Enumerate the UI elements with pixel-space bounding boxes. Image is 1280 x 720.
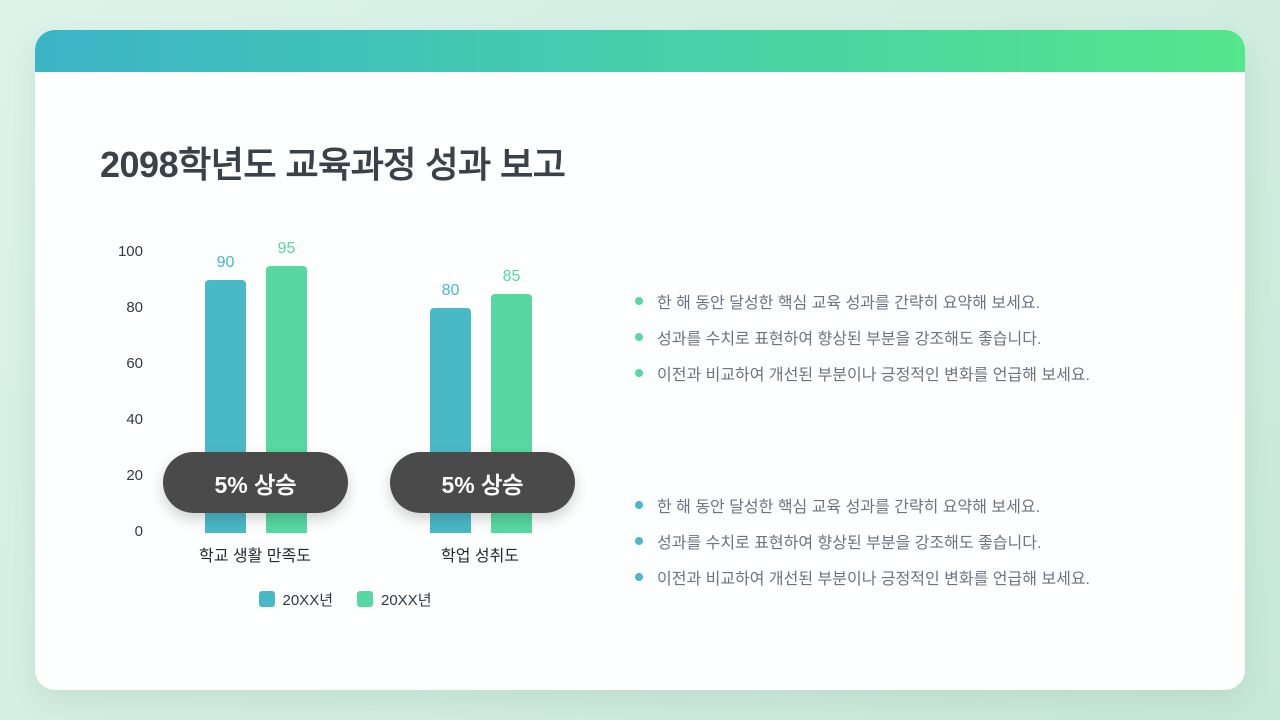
legend-swatch-series1 <box>258 591 275 607</box>
bullet-dot-icon <box>635 369 643 377</box>
bullet-dot-icon <box>635 537 643 545</box>
note-text: 이전과 비교하여 개선된 부분이나 긍정적인 변화를 언급해 보세요. <box>657 571 1091 588</box>
y-axis-tick-label: 20 <box>126 467 143 484</box>
increase-badge: 5% 상승 <box>390 452 575 513</box>
note-item: 성과를 수치로 표현하여 향상된 부분을 강조해도 좋습니다. <box>635 319 1215 355</box>
bar-value-label: 90 <box>216 254 235 271</box>
note-item: 한 해 동안 달성한 핵심 교육 성과를 간략히 요약해 보세요. <box>635 487 1215 523</box>
category-label: 학업 성취도 <box>440 548 520 565</box>
slide-title: 2098학년도 교육과정 성과 보고 <box>100 144 566 185</box>
bullet-dot-icon <box>635 501 643 509</box>
legend-label: 20XX년 <box>282 591 334 609</box>
bullet-dot-icon <box>635 573 643 581</box>
note-item: 한 해 동안 달성한 핵심 교육 성과를 간략히 요약해 보세요. <box>635 283 1215 319</box>
bullet-dot-icon <box>635 333 643 341</box>
bullet-dot-icon <box>635 297 643 305</box>
legend-item: 20XX년 <box>258 589 334 610</box>
note-text: 성과를 수치로 표현하여 향상된 부분을 강조해도 좋습니다. <box>657 331 1042 348</box>
bar-value-label: 85 <box>502 268 521 285</box>
note-text: 한 해 동안 달성한 핵심 교육 성과를 간략히 요약해 보세요. <box>657 499 1041 516</box>
note-item: 이전과 비교하여 개선된 부분이나 긍정적인 변화를 언급해 보세요. <box>635 559 1215 595</box>
bar-value-label: 80 <box>441 282 460 299</box>
y-axis-tick-label: 80 <box>126 299 143 316</box>
top-accent-bar <box>35 30 1245 72</box>
y-axis-tick-label: 40 <box>126 411 143 428</box>
chart-legend: 20XX년 20XX년 <box>155 588 535 610</box>
category-label: 학교 생활 만족도 <box>199 548 311 565</box>
y-axis-tick-label: 0 <box>134 523 143 540</box>
note-item: 이전과 비교하여 개선된 부분이나 긍정적인 변화를 언급해 보세요. <box>635 355 1215 391</box>
bar-chart: 100 80 60 40 20 0 90 95 80 85 5% 상승 5% 상승 학… <box>95 230 655 650</box>
slide-card: 2098학년도 교육과정 성과 보고 100 80 60 40 20 0 90 9… <box>35 30 1245 690</box>
notes-group-2: 한 해 동안 달성한 핵심 교육 성과를 간략히 요약해 보세요. 성과를 수치… <box>635 487 1215 595</box>
legend-swatch-series2 <box>357 591 373 607</box>
note-text: 한 해 동안 달성한 핵심 교육 성과를 간략히 요약해 보세요. <box>657 295 1041 312</box>
legend-label: 20XX년 <box>381 591 432 609</box>
notes-group-1: 한 해 동안 달성한 핵심 교육 성과를 간략히 요약해 보세요. 성과를 수치… <box>635 283 1215 391</box>
y-axis-tick-label: 60 <box>126 355 143 372</box>
y-axis-tick-label: 100 <box>117 243 143 260</box>
increase-badge: 5% 상승 <box>163 452 348 513</box>
legend-item: 20XX년 <box>357 589 432 610</box>
bar-value-label: 95 <box>277 240 296 257</box>
note-text: 이전과 비교하여 개선된 부분이나 긍정적인 변화를 언급해 보세요. <box>657 367 1091 384</box>
note-item: 성과를 수치로 표현하여 향상된 부분을 강조해도 좋습니다. <box>635 523 1215 559</box>
note-text: 성과를 수치로 표현하여 향상된 부분을 강조해도 좋습니다. <box>657 535 1042 552</box>
